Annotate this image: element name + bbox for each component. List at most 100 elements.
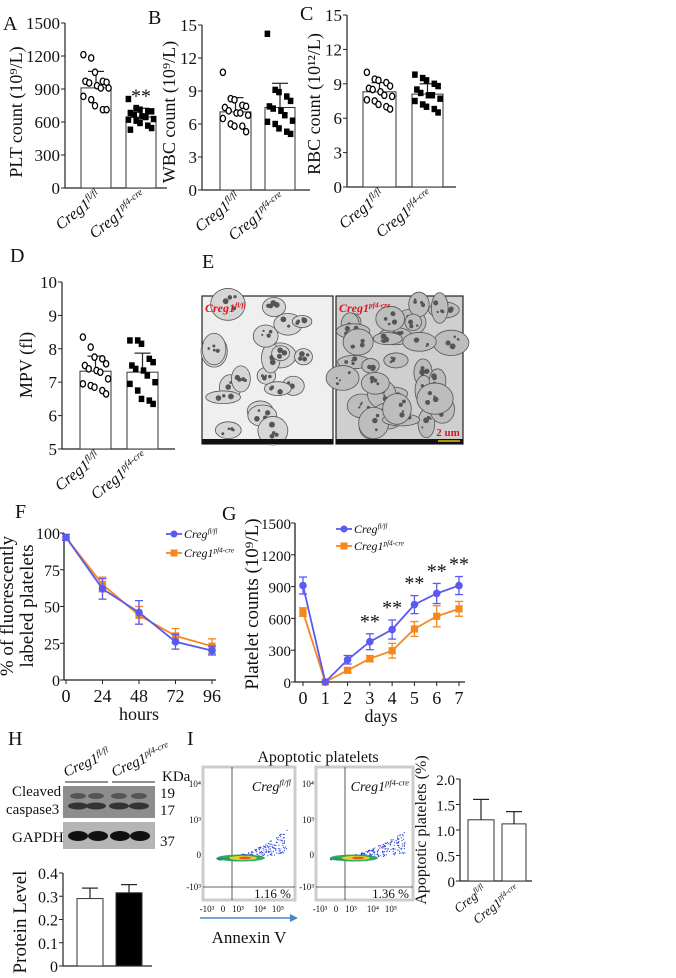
flow-x-tick-label: 0 (334, 904, 339, 914)
label-superscript: pf4-cre (384, 779, 409, 788)
blot-row-label: GAPDH (12, 830, 64, 846)
event-dot (265, 846, 267, 849)
significance-stars: ** (360, 611, 380, 633)
data-point (144, 372, 151, 379)
granule (390, 311, 396, 317)
event-dot (376, 851, 379, 853)
granule (374, 428, 378, 432)
y-tick-label: 900 (269, 581, 292, 597)
granule (445, 340, 451, 346)
event-dot (268, 848, 270, 850)
band-19kda (70, 793, 86, 799)
data-point (363, 96, 371, 104)
data-point (287, 97, 294, 105)
event-dot (397, 842, 400, 844)
event-dot (263, 854, 265, 856)
event-dot (390, 839, 392, 841)
flow-y-tick-label: 10⁴ (189, 779, 201, 789)
data-point (127, 126, 134, 133)
granule (370, 366, 376, 372)
image-info-bar (336, 439, 463, 444)
data-point (388, 92, 396, 101)
granule (298, 356, 303, 361)
panel-letter-e: E (202, 251, 214, 273)
data-point (134, 387, 141, 394)
event-dot (388, 850, 391, 853)
y-tick-label: 15 (325, 6, 342, 25)
label-base: Creg (354, 522, 378, 536)
y-tick-label: 12 (180, 49, 197, 68)
y-tick-label: 1500 (261, 517, 291, 533)
y-tick-label: 5 (49, 440, 58, 459)
granule (351, 361, 355, 366)
granule (449, 343, 456, 350)
band-gapdh (130, 831, 150, 841)
data-point (91, 353, 98, 361)
y-axis-label: labeled platelets (17, 545, 38, 668)
granule (264, 410, 271, 416)
data-point (264, 118, 271, 125)
granule (380, 339, 383, 342)
apoptotic-percent: 1.36 % (372, 886, 409, 901)
legend-label: Cregfl/fl (354, 522, 388, 536)
x-tick-label: 6 (432, 688, 441, 708)
label-superscript: fl/fl (94, 744, 110, 758)
label-base: Creg1 (184, 546, 214, 560)
event-dot (392, 839, 394, 841)
granule (421, 426, 424, 429)
platelet-cell (382, 393, 412, 425)
event-dot (404, 842, 406, 845)
data-point (278, 107, 284, 114)
data-point (140, 367, 147, 374)
event-dot (402, 835, 404, 837)
data-point (455, 605, 463, 613)
platelet-cell (383, 352, 409, 369)
event-dot (275, 844, 277, 847)
event-dot (404, 841, 406, 843)
data-point (150, 400, 156, 408)
data-point (79, 380, 87, 388)
event-dot (269, 854, 271, 856)
event-dot (278, 852, 280, 854)
data-point (321, 678, 330, 686)
granule (427, 390, 433, 396)
data-point (410, 625, 419, 633)
lane-group-label: Creg1fl/fl (60, 744, 113, 780)
granule (387, 322, 391, 326)
granule (391, 358, 395, 363)
data-point (97, 368, 104, 377)
event-dot (252, 851, 254, 854)
label-base: Creg1 (351, 780, 385, 795)
event-dot (267, 846, 269, 848)
panel-letter-h: H (8, 728, 22, 750)
event-dot (401, 833, 403, 836)
x-tick-label: 3 (365, 688, 374, 708)
data-point (87, 343, 94, 351)
genotype-label: Creg1fl/fl (205, 301, 246, 315)
data-point (148, 108, 155, 115)
event-dot (281, 840, 283, 842)
event-dot (262, 847, 264, 849)
data-point (242, 127, 250, 136)
event-dot (379, 845, 381, 847)
data-point (146, 397, 153, 404)
y-tick-label: 8 (49, 340, 58, 359)
event-dot (282, 852, 284, 854)
event-dot (282, 842, 284, 844)
event-dot (264, 851, 266, 853)
event-dot (382, 846, 384, 848)
flow-plot-frame (201, 765, 297, 902)
event-dot (247, 852, 250, 854)
event-dot (400, 837, 403, 839)
event-dot (265, 850, 267, 852)
event-dot (389, 842, 391, 844)
event-dot (282, 837, 284, 839)
granule (228, 393, 234, 400)
data-point (237, 109, 244, 117)
y-tick-label: 900 (35, 80, 61, 99)
event-dot (260, 846, 262, 848)
data-point (152, 379, 158, 386)
granule (391, 319, 398, 325)
